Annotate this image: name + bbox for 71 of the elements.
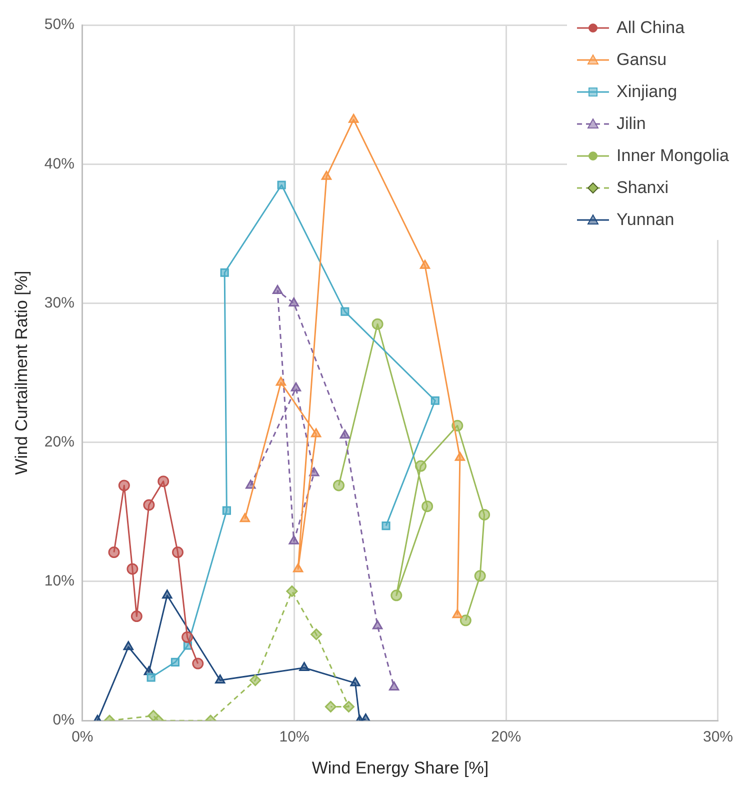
point [372, 318, 384, 330]
point [118, 480, 130, 492]
point [321, 170, 332, 180]
point [220, 268, 229, 277]
point [143, 499, 155, 511]
point [126, 563, 138, 575]
y-axis-title: Wind Curtailment Ratio [%] [12, 270, 31, 475]
point [388, 681, 400, 690]
point [123, 641, 134, 650]
point [342, 700, 354, 712]
y-tick-label: 0% [52, 712, 74, 729]
legend-label: All China [616, 18, 685, 38]
point [478, 508, 490, 520]
legend-label: Xinjiang [616, 82, 678, 102]
point [420, 260, 430, 269]
point [348, 114, 359, 123]
point [293, 563, 304, 572]
y-tick-label: 20% [44, 434, 74, 450]
y-tick-label: 40% [44, 155, 74, 172]
point [422, 500, 434, 512]
point [240, 513, 250, 522]
point [390, 590, 402, 602]
legend-label: Gansu [616, 50, 667, 70]
point [340, 430, 350, 439]
point [430, 396, 440, 405]
point [333, 480, 345, 492]
point [222, 506, 231, 515]
point [350, 677, 360, 686]
x-tick-label: 30% [702, 728, 734, 746]
point [310, 628, 322, 640]
point [415, 460, 427, 472]
point [372, 620, 383, 630]
point [182, 631, 194, 643]
point [215, 674, 226, 684]
point [162, 590, 172, 599]
legend-label: Jilin [616, 114, 646, 134]
point [454, 452, 466, 461]
point [250, 674, 262, 686]
point [276, 376, 286, 386]
point [288, 535, 299, 544]
point [290, 382, 302, 392]
point [272, 284, 283, 294]
point [452, 609, 462, 618]
x-tick-label: 10% [279, 728, 310, 746]
x-tick-label: 20% [491, 728, 522, 746]
point [474, 570, 486, 582]
point [172, 546, 184, 558]
point [324, 700, 336, 712]
point [148, 710, 160, 721]
x-tick-label: 0% [72, 728, 94, 746]
point [146, 673, 156, 682]
legend-label: Shanxi [616, 178, 669, 198]
point [130, 610, 142, 622]
x-axis-title: Wind Energy Share [%] [312, 758, 489, 778]
point [277, 180, 286, 190]
point [382, 522, 390, 530]
point [460, 614, 472, 626]
y-tick-label: 30% [44, 294, 74, 312]
point [340, 307, 350, 316]
point [288, 297, 299, 306]
y-tick-label: 10% [44, 572, 74, 590]
point [158, 476, 170, 488]
point [311, 428, 322, 438]
y-tick-label: 50% [44, 16, 74, 34]
point [170, 658, 180, 666]
point [192, 658, 204, 670]
legend-label: Inner Mongolia [616, 146, 729, 166]
point [286, 585, 298, 597]
legend-label: Yunnan [616, 210, 674, 230]
point [299, 662, 310, 671]
point [108, 546, 120, 558]
